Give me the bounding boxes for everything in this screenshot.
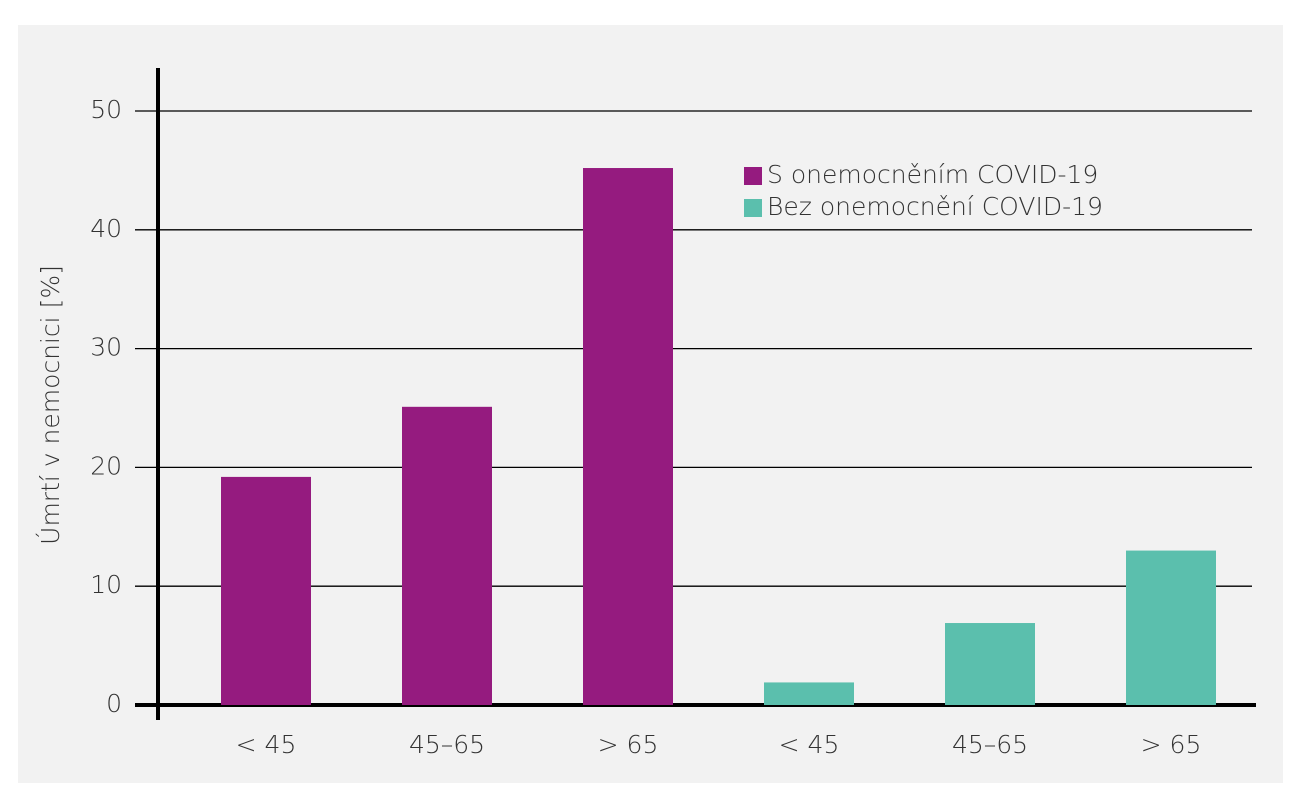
x-tick-label: > 65	[598, 730, 659, 759]
legend-label: Bez onemocnění COVID-19	[767, 192, 1103, 221]
y-tick-label: 40	[90, 214, 122, 243]
x-tick-label: 45–65	[952, 730, 1028, 759]
legend-swatch	[744, 167, 762, 185]
legend-swatch	[744, 199, 762, 217]
y-tick-label: 50	[90, 95, 122, 124]
bar	[945, 623, 1035, 705]
x-tick-label: > 65	[1141, 730, 1202, 759]
y-tick-label: 0	[106, 689, 122, 718]
x-tick-label: < 45	[779, 730, 840, 759]
bar	[402, 406, 492, 705]
y-axis-label: Úmrtí v nemocnici [%]	[35, 265, 65, 545]
legend-label: S onemocněním COVID-19	[767, 160, 1098, 189]
bar	[764, 682, 854, 705]
y-tick-label: 20	[90, 451, 122, 480]
x-tick-label: 45–65	[409, 730, 485, 759]
y-tick-label: 10	[90, 570, 122, 599]
bar	[583, 168, 673, 706]
y-tick-label: 30	[90, 333, 122, 362]
x-tick-label: < 45	[236, 730, 297, 759]
bar	[1126, 550, 1216, 705]
bar	[221, 476, 311, 705]
